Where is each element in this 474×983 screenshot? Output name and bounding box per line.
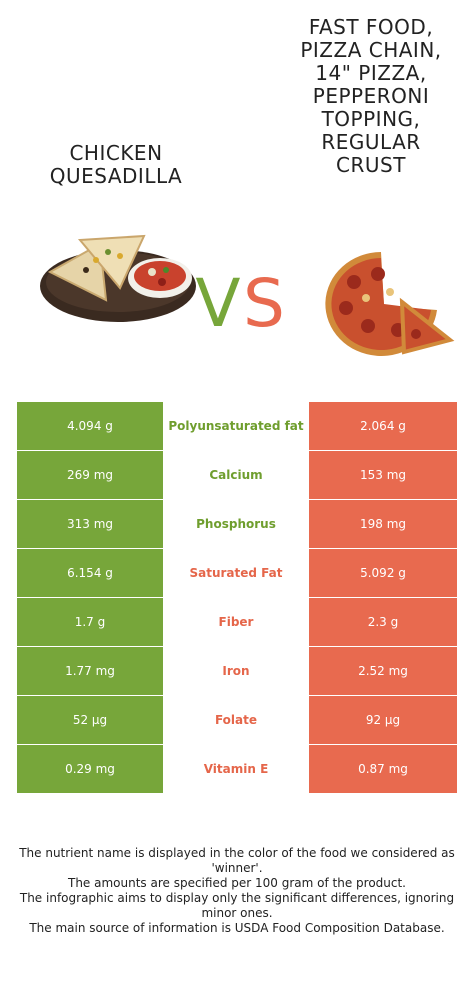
left-value-cell: 52 µg: [17, 696, 163, 744]
quesadilla-image: [40, 234, 196, 322]
left-food-title: CHICKEN QUESADILLA: [49, 141, 183, 188]
comparison-row: 313 mg Phosphorus 198 mg: [17, 500, 457, 548]
left-value-cell: 6.154 g: [17, 549, 163, 597]
right-value-cell: 0.87 mg: [309, 745, 457, 793]
nutrient-name-cell: Folate: [163, 696, 309, 744]
left-value-cell: 1.7 g: [17, 598, 163, 646]
left-value-cell: 269 mg: [17, 451, 163, 499]
vs-mark: V S: [195, 265, 285, 336]
comparison-row: 269 mg Calcium 153 mg: [17, 451, 457, 499]
nutrient-name-cell: Vitamin E: [163, 745, 309, 793]
footnote-line: The infographic aims to display only the…: [19, 891, 455, 920]
right-value-cell: 2.064 g: [309, 402, 457, 450]
left-value-cell: 0.29 mg: [17, 745, 163, 793]
comparison-row: 0.29 mg Vitamin E 0.87 mg: [17, 745, 457, 793]
comparison-row: 52 µg Folate 92 µg: [17, 696, 457, 744]
nutrient-name-cell: Calcium: [163, 451, 309, 499]
right-value-cell: 2.52 mg: [309, 647, 457, 695]
right-value-cell: 198 mg: [309, 500, 457, 548]
right-value-cell: 92 µg: [309, 696, 457, 744]
right-value-cell: 2.3 g: [309, 598, 457, 646]
right-value-cell: 153 mg: [309, 451, 457, 499]
left-value-cell: 313 mg: [17, 500, 163, 548]
pizza-image: [325, 252, 455, 356]
footnote-line: The main source of information is USDA F…: [29, 921, 445, 935]
footnote: The nutrient name is displayed in the co…: [12, 846, 462, 936]
nutrient-name-cell: Polyunsaturated fat: [163, 402, 309, 450]
comparison-row: 6.154 g Saturated Fat 5.092 g: [17, 549, 457, 597]
nutrient-name-cell: Fiber: [163, 598, 309, 646]
nutrient-name-cell: Phosphorus: [163, 500, 309, 548]
nutrient-name-cell: Saturated Fat: [163, 549, 309, 597]
left-value-cell: 1.77 mg: [17, 647, 163, 695]
comparison-row: 4.094 g Polyunsaturated fat 2.064 g: [17, 402, 457, 450]
nutrient-name-cell: Iron: [163, 647, 309, 695]
comparison-row: 1.7 g Fiber 2.3 g: [17, 598, 457, 646]
vs-letter-s: S: [243, 265, 285, 336]
comparison-row: 1.77 mg Iron 2.52 mg: [17, 647, 457, 695]
vs-letter-v: V: [195, 265, 240, 336]
footnote-line: The nutrient name is displayed in the co…: [19, 846, 455, 875]
footnote-line: The amounts are specified per 100 gram o…: [67, 876, 406, 890]
right-food-title: FAST FOOD, PIZZA CHAIN, 14" PIZZA, PEPPE…: [300, 15, 442, 177]
comparison-table: 4.094 g Polyunsaturated fat 2.064 g 269 mg C…: [17, 402, 457, 794]
right-value-cell: 5.092 g: [309, 549, 457, 597]
left-value-cell: 4.094 g: [17, 402, 163, 450]
